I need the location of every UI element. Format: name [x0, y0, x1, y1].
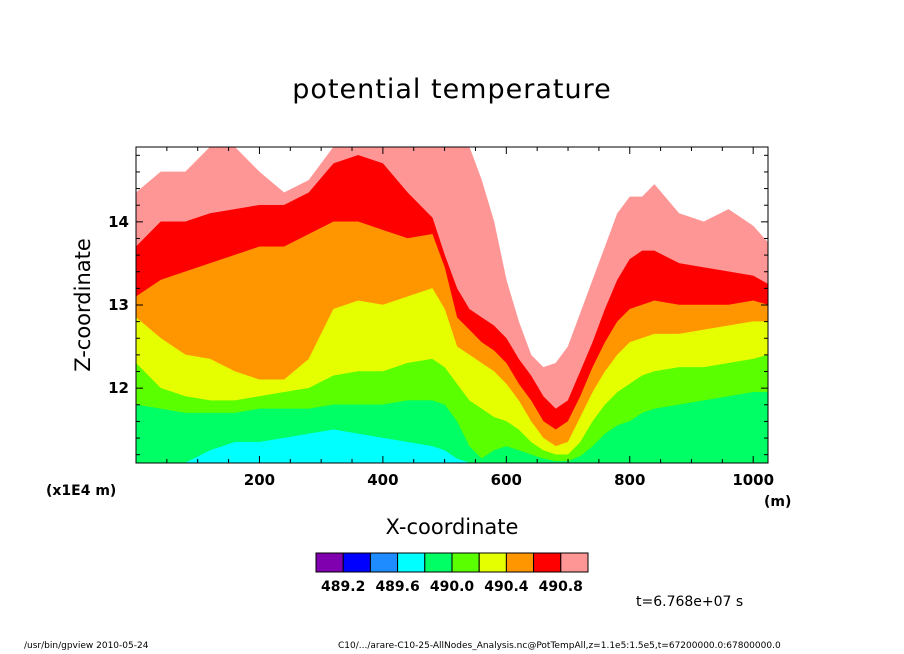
- y-tick-label: 12: [108, 379, 129, 397]
- footer-left: /usr/bin/gpview 2010-05-24: [24, 641, 149, 651]
- x-tick-label: 200: [244, 471, 275, 489]
- time-annotation: t=6.768e+07 s: [636, 594, 744, 610]
- y-axis-unit: (x1E4 m): [46, 483, 117, 499]
- colorbar-swatch: [505, 552, 535, 573]
- colorbar-label: 490.4: [484, 579, 529, 595]
- colorbar-label: 490.8: [539, 579, 583, 595]
- footer-right: C10/.../arare-C10-25-AllNodes_Analysis.n…: [338, 641, 781, 651]
- y-tick-label: 13: [108, 296, 129, 314]
- x-tick-label: 800: [614, 471, 645, 489]
- x-axis-unit: (m): [764, 494, 792, 510]
- x-tick-label: 1000: [732, 471, 774, 489]
- x-tick-label: 600: [491, 471, 522, 489]
- colorbar-swatch: [369, 552, 399, 573]
- colorbar-swatch: [533, 552, 562, 573]
- colorbar-swatch: [478, 552, 507, 573]
- colorbar-swatch: [315, 552, 344, 573]
- y-tick-label: 14: [108, 213, 129, 231]
- x-tick-label: 400: [367, 471, 398, 489]
- colorbar-label: 490.0: [430, 579, 475, 595]
- colorbar-label: 489.2: [321, 579, 365, 595]
- x-axis-label: X-coordinate: [385, 515, 519, 539]
- chart-title: potential temperature: [292, 74, 612, 105]
- colorbar-swatch: [397, 552, 426, 573]
- colorbar-swatch: [424, 552, 453, 573]
- colorbar-label: 489.6: [375, 579, 419, 595]
- colorbar-swatch: [560, 552, 589, 573]
- colorbar-swatch: [451, 552, 480, 573]
- colorbar-swatch: [342, 552, 371, 573]
